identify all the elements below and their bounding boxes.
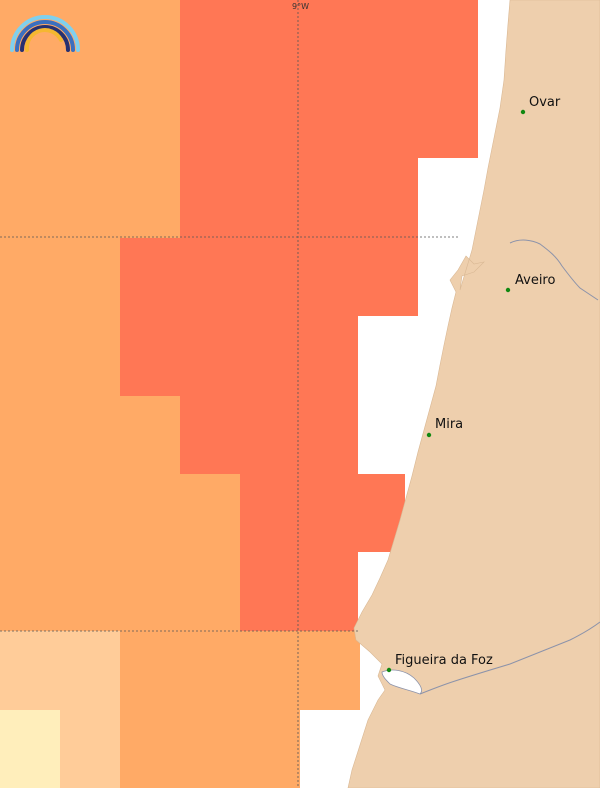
city-dot-aveiro[interactable]	[505, 287, 511, 293]
grid-cell-medium	[0, 631, 120, 710]
city-markers: Ovar Aveiro Mira Figueira da Foz	[386, 95, 561, 673]
meridian-label: 9°W	[292, 2, 309, 11]
rivers	[419, 239, 600, 695]
grid-cell-high	[0, 238, 120, 396]
grid-cell-high	[0, 396, 180, 474]
city-dot-mira[interactable]	[426, 432, 432, 438]
river-vouga	[509, 239, 599, 301]
grid-cell-high	[120, 631, 360, 710]
forecast-grid	[0, 0, 478, 788]
city-dot-ovar[interactable]	[520, 109, 526, 115]
city-dot-figueira-da-foz[interactable]	[386, 667, 392, 673]
grid-cell-low	[0, 710, 60, 788]
rainbow-logo-icon	[10, 15, 80, 52]
grid-cell-highest	[120, 0, 478, 631]
city-label-figueira-da-foz: Figueira da Foz	[395, 653, 493, 668]
grid-cell-medium	[60, 710, 120, 788]
grid-cell-high	[120, 710, 300, 788]
city-label-aveiro: Aveiro	[515, 273, 555, 288]
river-mondego	[419, 621, 600, 695]
city-label-mira: Mira	[435, 417, 463, 432]
city-label-ovar: Ovar	[529, 95, 561, 110]
graticule	[0, 0, 458, 788]
grid-cell-high	[0, 474, 240, 631]
land-area	[347, 0, 600, 788]
